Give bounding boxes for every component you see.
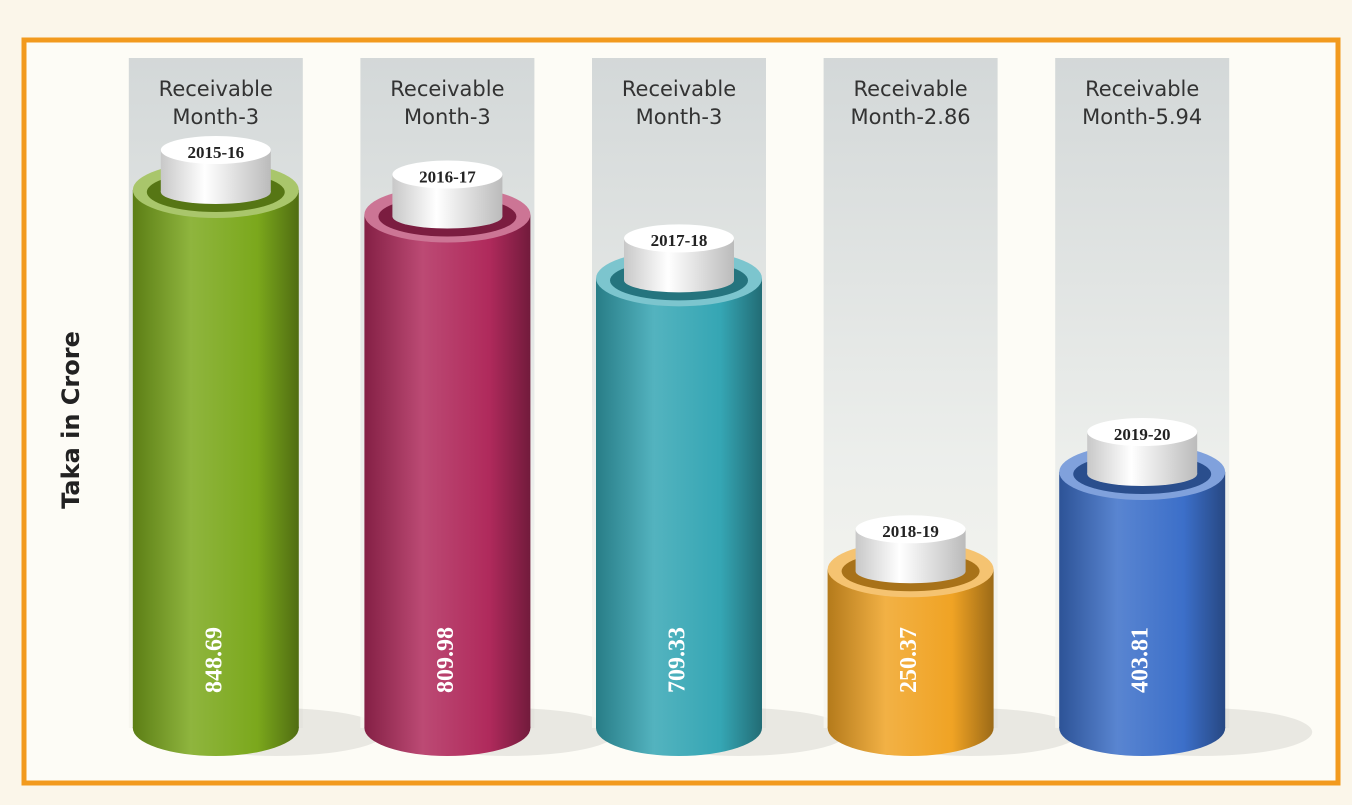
annotation: Receivable bbox=[390, 77, 504, 101]
annotation: Receivable bbox=[1085, 77, 1199, 101]
year-pill-base bbox=[392, 204, 503, 229]
annotation: Month-3 bbox=[172, 105, 259, 129]
annotation: Receivable bbox=[622, 77, 736, 101]
year-pill-top bbox=[392, 160, 503, 189]
year-pill-base bbox=[855, 559, 966, 584]
annotation: Receivable bbox=[159, 77, 273, 101]
annotation: Receivable bbox=[853, 77, 967, 101]
year-pill-base bbox=[624, 268, 734, 293]
plot: Receivable Month-3 2015-16 848.69 Receivable… bbox=[128, 58, 1313, 756]
year-pill-top bbox=[855, 515, 966, 544]
x-tick-label: 2016-17 bbox=[419, 167, 476, 186]
x-tick-label: 2015-16 bbox=[187, 143, 244, 162]
year-pill-top bbox=[624, 224, 734, 253]
bar bbox=[132, 190, 299, 728]
x-tick-label: 2019-20 bbox=[1114, 425, 1171, 444]
y-axis-label: Taka in Crore bbox=[57, 331, 85, 509]
year-pill-top bbox=[160, 136, 271, 164]
annotation: Month-3 bbox=[636, 105, 723, 129]
x-tick-label: 2017-18 bbox=[651, 231, 708, 250]
value-label: 809.98 bbox=[433, 627, 459, 693]
annotation: Month-3 bbox=[404, 105, 491, 129]
year-pill-base bbox=[1087, 462, 1198, 487]
value-label: 250.37 bbox=[896, 627, 922, 693]
annotation: Month-2.86 bbox=[851, 105, 971, 129]
bar bbox=[364, 214, 531, 729]
annotation: Month-5.94 bbox=[1082, 105, 1202, 129]
bar bbox=[596, 278, 762, 728]
value-label: 709.33 bbox=[665, 627, 691, 693]
x-tick-label: 2018-19 bbox=[882, 522, 939, 541]
year-pill-base bbox=[160, 180, 271, 204]
value-label: 403.81 bbox=[1128, 627, 1154, 693]
year-pill-top bbox=[1087, 418, 1198, 447]
value-label: 848.69 bbox=[201, 627, 227, 693]
bar bbox=[1059, 472, 1226, 728]
